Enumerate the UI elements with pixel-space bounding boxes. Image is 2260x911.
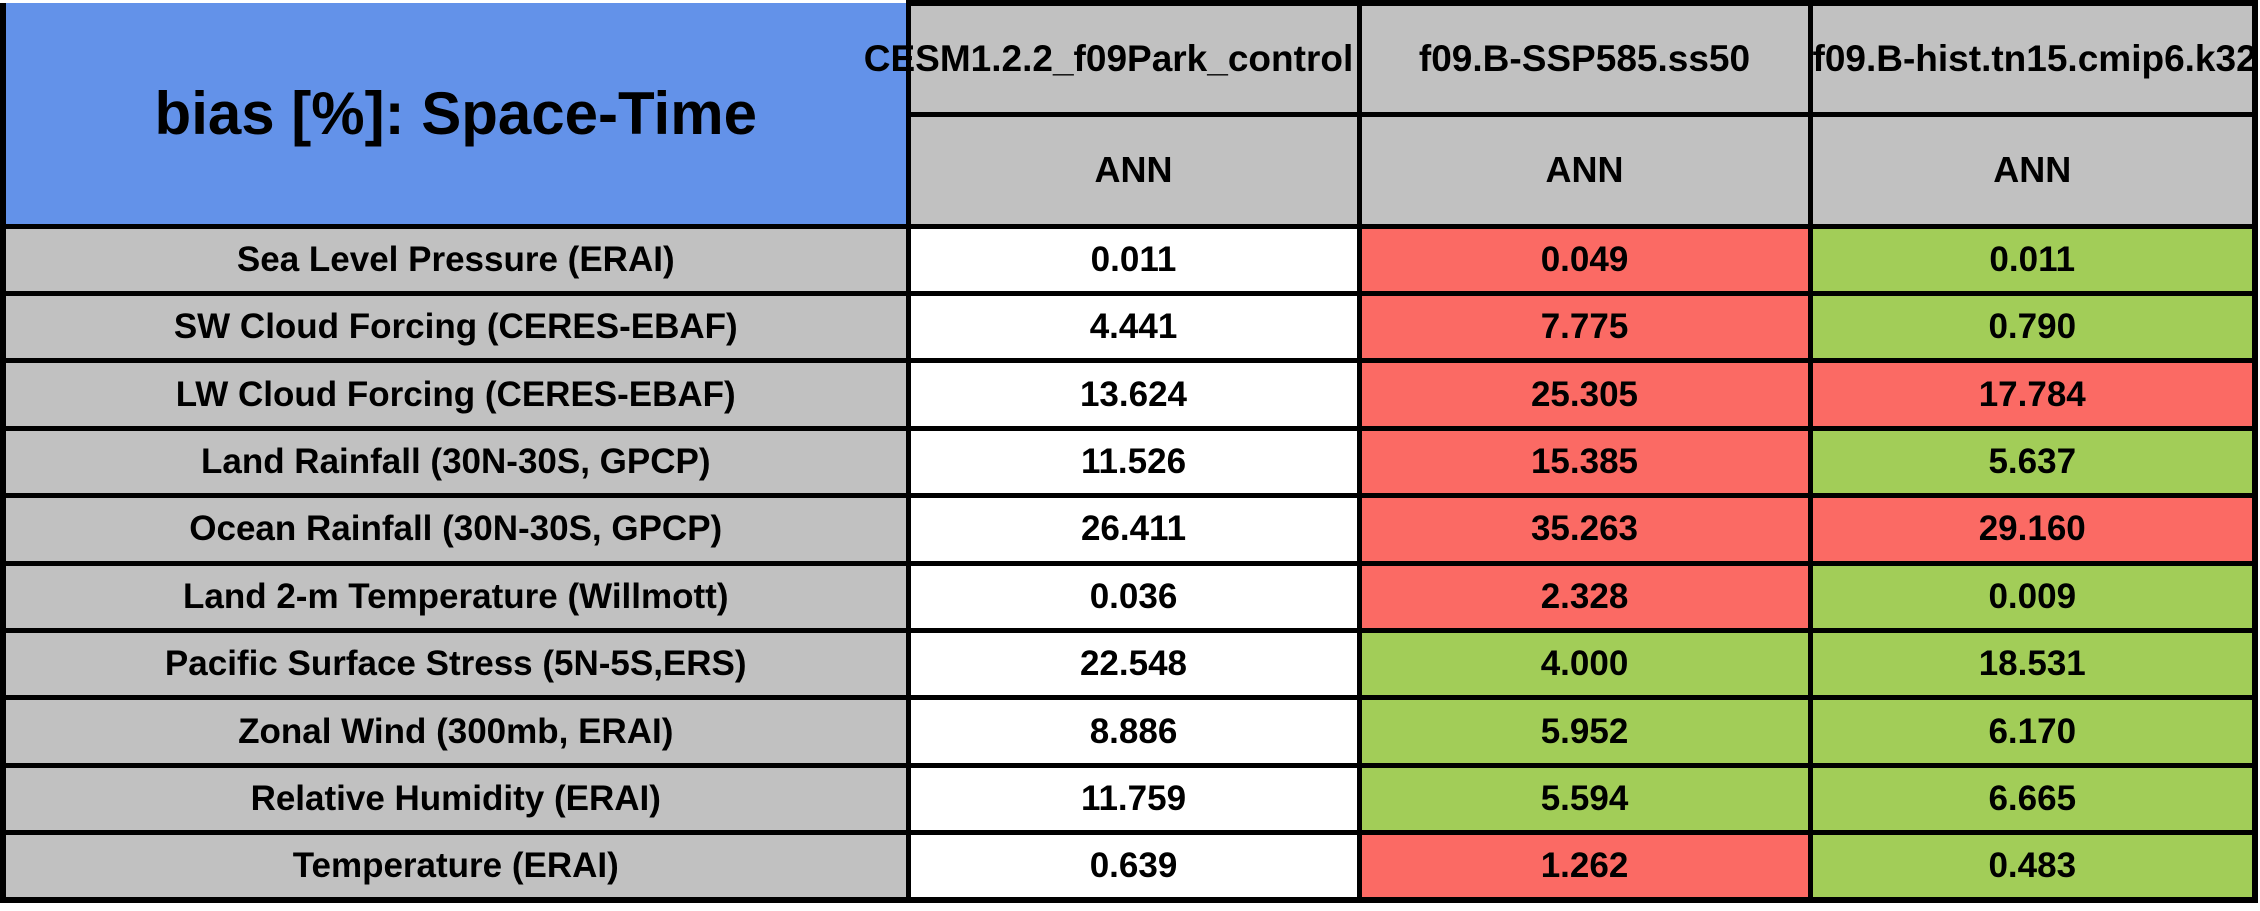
value-cell: 0.049 [1356,223,1813,297]
value-cell: 5.952 [1356,695,1813,768]
value-cell: 0.009 [1807,560,2258,633]
header-row-season: ANN ANN ANN [3,112,2258,229]
value-cell: 35.263 [1356,493,1813,566]
row-label: Zonal Wind (300mb, ERAI) [0,695,911,768]
value-cell: 5.637 [1807,425,2258,499]
value-cell: 11.759 [905,762,1362,836]
value-cell: 7.775 [1356,291,1813,364]
row-label: Land 2-m Temperature (Willmott) [0,560,911,633]
value-cell: 22.548 [905,627,1362,701]
table-row: Relative Humidity (ERAI) 11.759 5.594 6.… [0,762,2258,836]
table-row: Pacific Surface Stress (5N-5S,ERS) 22.54… [0,627,2258,701]
value-cell: 2.328 [1356,560,1813,633]
row-label: Temperature (ERAI) [0,830,911,904]
value-cell: 8.886 [905,695,1362,768]
table-row: Land Rainfall (30N-30S, GPCP) 11.526 15.… [0,425,2258,499]
table-row: SW Cloud Forcing (CERES-EBAF) 4.441 7.77… [0,291,2258,364]
value-cell: 17.784 [1807,358,2258,431]
column-header-model-hist-label: f09.B-hist.tn15.cmip6.k32 [1812,38,2253,80]
table-row: Temperature (ERAI) 0.639 1.262 0.483 [0,830,2258,904]
value-cell: 0.011 [905,223,1362,297]
row-label: LW Cloud Forcing (CERES-EBAF) [0,358,911,431]
header-row-models: bias [%]: Space-Time CESM1.2.2_f09Park_c… [0,0,2258,229]
value-cell: 4.000 [1356,627,1813,701]
table-row: Sea Level Pressure (ERAI) 0.011 0.049 0.… [0,223,2258,297]
value-cell: 11.526 [905,425,1362,499]
value-cell: 15.385 [1356,425,1813,499]
column-header-model-ssp585: f09.B-SSP585.ss50 [1356,0,1813,118]
value-cell: 6.665 [1807,762,2258,836]
value-cell: 0.036 [905,560,1362,633]
column-header-model-control: CESM1.2.2_f09Park_control [864,0,1362,118]
row-label: Land Rainfall (30N-30S, GPCP) [0,425,911,499]
season-header-1: ANN [1356,112,1813,229]
season-header-0: ANN [905,112,1362,229]
row-label: SW Cloud Forcing (CERES-EBAF) [0,291,911,364]
value-cell: 0.639 [905,830,1362,904]
column-header-model-control-label: CESM1.2.2_f09Park_control [863,38,1354,80]
column-header-model-ssp585-label: f09.B-SSP585.ss50 [1418,38,1751,80]
table-row: LW Cloud Forcing (CERES-EBAF) 13.624 25.… [0,358,2258,431]
table-row: Ocean Rainfall (30N-30S, GPCP) 26.411 35… [0,493,2258,566]
column-header-model-hist: f09.B-hist.tn15.cmip6.k32 [1807,0,2258,118]
value-cell: 18.531 [1807,627,2258,701]
value-cell: 0.011 [1807,223,2258,297]
table-title: bias [%]: Space-Time [0,3,911,229]
value-cell: 1.262 [1356,830,1813,904]
value-cell: 6.170 [1807,695,2258,768]
value-cell: 0.790 [1807,291,2258,364]
value-cell: 25.305 [1356,358,1813,431]
value-cell: 0.483 [1807,830,2258,904]
row-label: Sea Level Pressure (ERAI) [0,223,911,297]
value-cell: 5.594 [1356,762,1813,836]
value-cell: 29.160 [1807,493,2258,566]
value-cell: 13.624 [905,358,1362,431]
table-row: Land 2-m Temperature (Willmott) 0.036 2.… [0,560,2258,633]
season-header-2: ANN [1807,112,2258,229]
table-row: Zonal Wind (300mb, ERAI) 8.886 5.952 6.1… [0,695,2258,768]
row-label: Pacific Surface Stress (5N-5S,ERS) [0,627,911,701]
row-label: Relative Humidity (ERAI) [0,762,911,836]
value-cell: 26.411 [905,493,1362,566]
row-label: Ocean Rainfall (30N-30S, GPCP) [0,493,911,566]
value-cell: 4.441 [905,291,1362,364]
